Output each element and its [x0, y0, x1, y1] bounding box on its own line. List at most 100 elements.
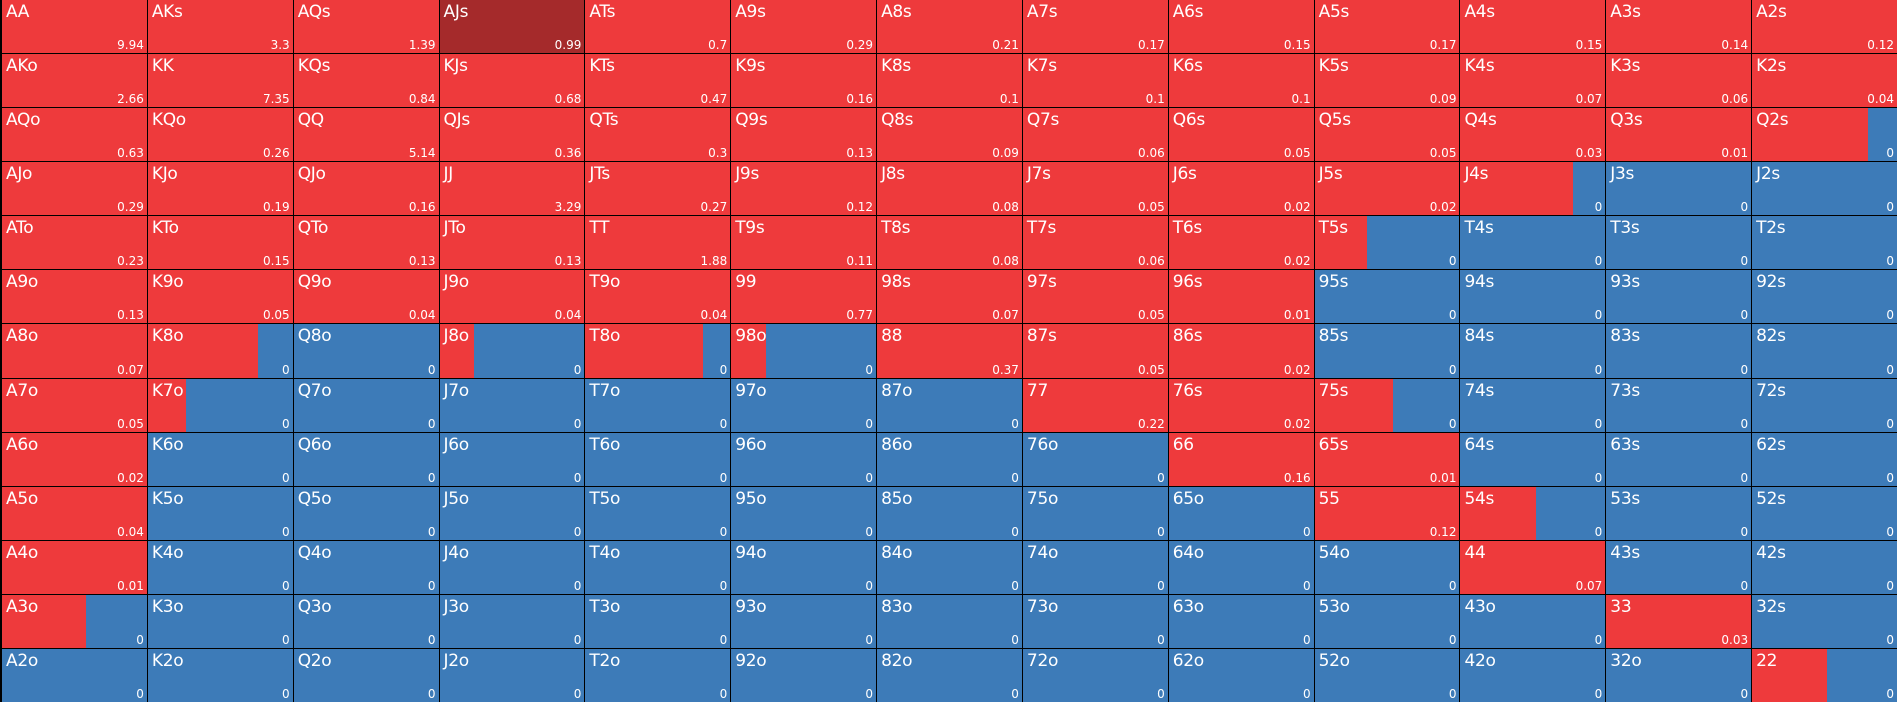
- hand-cell-a7s[interactable]: A7s 0.17: [1022, 0, 1168, 54]
- hand-cell-74s[interactable]: 74s 0: [1460, 378, 1606, 432]
- hand-cell-76s[interactable]: 76s 0.02: [1168, 378, 1314, 432]
- hand-cell-qq[interactable]: QQ 5.14: [293, 108, 439, 162]
- hand-cell-q2s[interactable]: Q2s 0: [1752, 108, 1897, 162]
- hand-cell-75s[interactable]: 75s 0: [1314, 378, 1460, 432]
- hand-cell-93o[interactable]: 93o 0: [731, 594, 877, 648]
- hand-cell-j7o[interactable]: J7o 0: [439, 378, 585, 432]
- hand-cell-44[interactable]: 44 0.07: [1460, 540, 1606, 594]
- hand-cell-53o[interactable]: 53o 0: [1314, 594, 1460, 648]
- hand-cell-a3o[interactable]: A3o 0: [2, 594, 147, 648]
- hand-cell-86o[interactable]: 86o 0: [877, 432, 1022, 486]
- hand-cell-t9o[interactable]: T9o 0.04: [585, 270, 731, 324]
- hand-cell-q8s[interactable]: Q8s 0.09: [877, 108, 1022, 162]
- hand-cell-qjo[interactable]: QJo 0.16: [293, 162, 439, 216]
- hand-cell-t4s[interactable]: T4s 0: [1460, 216, 1606, 270]
- hand-cell-k3o[interactable]: K3o 0: [147, 594, 293, 648]
- hand-cell-j4o[interactable]: J4o 0: [439, 540, 585, 594]
- hand-cell-72s[interactable]: 72s 0: [1752, 378, 1897, 432]
- hand-cell-t8s[interactable]: T8s 0.08: [877, 216, 1022, 270]
- hand-cell-t3o[interactable]: T3o 0: [585, 594, 731, 648]
- hand-cell-q9o[interactable]: Q9o 0.04: [293, 270, 439, 324]
- hand-cell-32o[interactable]: 32o 0: [1606, 648, 1752, 702]
- hand-cell-98o[interactable]: 98o 0: [731, 324, 877, 378]
- hand-cell-t9s[interactable]: T9s 0.11: [731, 216, 877, 270]
- hand-cell-j8s[interactable]: J8s 0.08: [877, 162, 1022, 216]
- hand-cell-aqs[interactable]: AQs 1.39: [293, 0, 439, 54]
- hand-cell-87o[interactable]: 87o 0: [877, 378, 1022, 432]
- hand-cell-q2o[interactable]: Q2o 0: [293, 648, 439, 702]
- hand-cell-63o[interactable]: 63o 0: [1168, 594, 1314, 648]
- hand-cell-62o[interactable]: 62o 0: [1168, 648, 1314, 702]
- hand-cell-k6s[interactable]: K6s 0.1: [1168, 54, 1314, 108]
- hand-cell-j2o[interactable]: J2o 0: [439, 648, 585, 702]
- hand-cell-k9s[interactable]: K9s 0.16: [731, 54, 877, 108]
- hand-cell-83o[interactable]: 83o 0: [877, 594, 1022, 648]
- hand-cell-73o[interactable]: 73o 0: [1022, 594, 1168, 648]
- hand-cell-j8o[interactable]: J8o 0: [439, 324, 585, 378]
- hand-cell-jj[interactable]: JJ 3.29: [439, 162, 585, 216]
- hand-cell-t2o[interactable]: T2o 0: [585, 648, 731, 702]
- hand-cell-a5o[interactable]: A5o 0.04: [2, 486, 147, 540]
- hand-cell-73s[interactable]: 73s 0: [1606, 378, 1752, 432]
- hand-cell-95s[interactable]: 95s 0: [1314, 270, 1460, 324]
- hand-cell-kjo[interactable]: KJo 0.19: [147, 162, 293, 216]
- hand-cell-ajo[interactable]: AJo 0.29: [2, 162, 147, 216]
- hand-cell-j7s[interactable]: J7s 0.05: [1022, 162, 1168, 216]
- hand-cell-q4o[interactable]: Q4o 0: [293, 540, 439, 594]
- hand-cell-64o[interactable]: 64o 0: [1168, 540, 1314, 594]
- hand-cell-k9o[interactable]: K9o 0.05: [147, 270, 293, 324]
- hand-cell-84s[interactable]: 84s 0: [1460, 324, 1606, 378]
- hand-cell-74o[interactable]: 74o 0: [1022, 540, 1168, 594]
- hand-cell-42o[interactable]: 42o 0: [1460, 648, 1606, 702]
- hand-cell-92s[interactable]: 92s 0: [1752, 270, 1897, 324]
- hand-cell-k5s[interactable]: K5s 0.09: [1314, 54, 1460, 108]
- hand-cell-88[interactable]: 88 0.37: [877, 324, 1022, 378]
- hand-cell-55[interactable]: 55 0.12: [1314, 486, 1460, 540]
- hand-cell-a4s[interactable]: A4s 0.15: [1460, 0, 1606, 54]
- hand-cell-k7o[interactable]: K7o 0: [147, 378, 293, 432]
- hand-cell-kto[interactable]: KTo 0.15: [147, 216, 293, 270]
- hand-cell-85s[interactable]: 85s 0: [1314, 324, 1460, 378]
- hand-cell-kqo[interactable]: KQo 0.26: [147, 108, 293, 162]
- hand-cell-63s[interactable]: 63s 0: [1606, 432, 1752, 486]
- hand-cell-66[interactable]: 66 0.16: [1168, 432, 1314, 486]
- hand-cell-65o[interactable]: 65o 0: [1168, 486, 1314, 540]
- hand-cell-84o[interactable]: 84o 0: [877, 540, 1022, 594]
- hand-cell-a9o[interactable]: A9o 0.13: [2, 270, 147, 324]
- hand-cell-92o[interactable]: 92o 0: [731, 648, 877, 702]
- hand-cell-a2s[interactable]: A2s 0.12: [1752, 0, 1897, 54]
- hand-cell-82o[interactable]: 82o 0: [877, 648, 1022, 702]
- hand-cell-a5s[interactable]: A5s 0.17: [1314, 0, 1460, 54]
- hand-cell-k8s[interactable]: K8s 0.1: [877, 54, 1022, 108]
- hand-cell-96o[interactable]: 96o 0: [731, 432, 877, 486]
- hand-cell-jts[interactable]: JTs 0.27: [585, 162, 731, 216]
- hand-cell-k2s[interactable]: K2s 0.04: [1752, 54, 1897, 108]
- hand-cell-t7s[interactable]: T7s 0.06: [1022, 216, 1168, 270]
- hand-cell-q3o[interactable]: Q3o 0: [293, 594, 439, 648]
- hand-cell-jto[interactable]: JTo 0.13: [439, 216, 585, 270]
- hand-cell-75o[interactable]: 75o 0: [1022, 486, 1168, 540]
- hand-cell-k8o[interactable]: K8o 0: [147, 324, 293, 378]
- hand-cell-82s[interactable]: 82s 0: [1752, 324, 1897, 378]
- hand-cell-q7o[interactable]: Q7o 0: [293, 378, 439, 432]
- hand-cell-j9s[interactable]: J9s 0.12: [731, 162, 877, 216]
- hand-cell-87s[interactable]: 87s 0.05: [1022, 324, 1168, 378]
- hand-cell-q9s[interactable]: Q9s 0.13: [731, 108, 877, 162]
- hand-cell-54o[interactable]: 54o 0: [1314, 540, 1460, 594]
- hand-cell-k2o[interactable]: K2o 0: [147, 648, 293, 702]
- hand-cell-65s[interactable]: 65s 0.01: [1314, 432, 1460, 486]
- hand-cell-94o[interactable]: 94o 0: [731, 540, 877, 594]
- hand-cell-54s[interactable]: 54s 0: [1460, 486, 1606, 540]
- hand-cell-qjs[interactable]: QJs 0.36: [439, 108, 585, 162]
- hand-cell-ajs[interactable]: AJs 0.99: [439, 0, 585, 54]
- hand-cell-k4o[interactable]: K4o 0: [147, 540, 293, 594]
- hand-cell-97s[interactable]: 97s 0.05: [1022, 270, 1168, 324]
- hand-cell-ato[interactable]: ATo 0.23: [2, 216, 147, 270]
- hand-cell-aa[interactable]: AA 9.94: [2, 0, 147, 54]
- hand-cell-a6o[interactable]: A6o 0.02: [2, 432, 147, 486]
- hand-cell-j4s[interactable]: J4s 0: [1460, 162, 1606, 216]
- hand-cell-99[interactable]: 99 0.77: [731, 270, 877, 324]
- hand-cell-aks[interactable]: AKs 3.3: [147, 0, 293, 54]
- hand-cell-64s[interactable]: 64s 0: [1460, 432, 1606, 486]
- hand-cell-j6s[interactable]: J6s 0.02: [1168, 162, 1314, 216]
